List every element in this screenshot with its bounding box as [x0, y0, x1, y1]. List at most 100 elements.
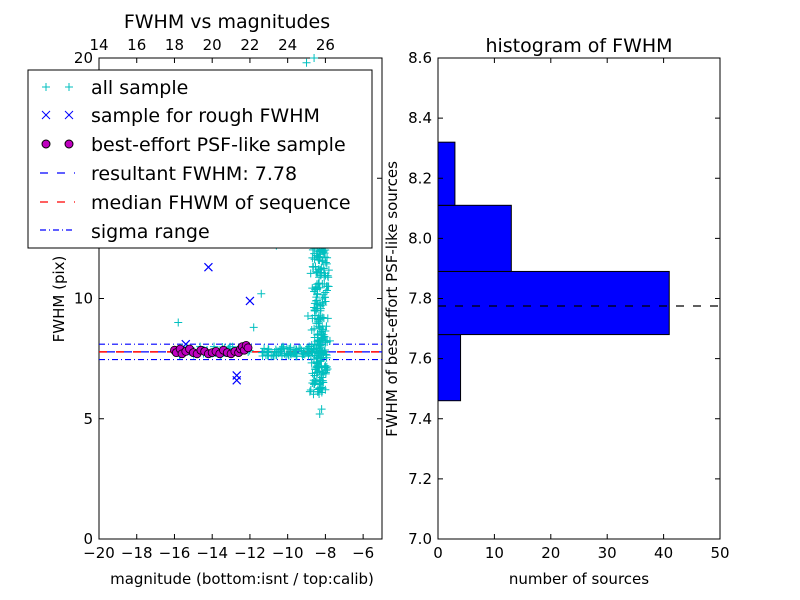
left-x-tick-label: −14 — [196, 544, 228, 562]
all-sample-point — [314, 317, 323, 326]
histogram-bar — [437, 204, 512, 272]
left-y-tick-label: 0 — [83, 530, 93, 548]
all-sample-point — [174, 318, 183, 327]
all-sample-point — [323, 337, 332, 346]
all-sample-point — [310, 249, 319, 258]
left-y-axis-label: FWHM (pix) — [50, 256, 68, 343]
histogram-bar — [437, 334, 462, 402]
right-y-tick-label: 8.0 — [408, 229, 432, 247]
right-y-tick-label: 7.0 — [408, 530, 432, 548]
all-sample-point — [320, 363, 329, 372]
all-sample-point — [272, 351, 281, 360]
all-sample-point — [322, 286, 331, 295]
all-sample-point — [324, 273, 333, 282]
all-sample-point — [260, 344, 269, 353]
all-sample-point — [276, 347, 285, 356]
right-y-tick-label: 7.4 — [408, 410, 432, 428]
all-sample-point — [306, 269, 315, 278]
all-sample-point — [306, 385, 315, 394]
left-top-tick-label: 18 — [165, 36, 184, 54]
left-x-tick-label: −6 — [352, 544, 374, 562]
legend-label-sigma: sigma range — [91, 221, 210, 243]
all-sample-point — [272, 350, 281, 359]
all-sample-point — [303, 312, 312, 321]
rough-sample-points — [181, 262, 255, 385]
right-axes-ticks: 0 10 20 30 40 50 7.0 7.2 7.4 7.6 7.8 8.0 8.2 8.4 8.6 — [408, 49, 729, 562]
all-sample-point — [319, 300, 328, 309]
left-x-axis-label: magnitude (bottom:isnt / top:calib) — [110, 570, 374, 588]
right-x-axis-label: number of sources — [509, 570, 649, 588]
legend-label-median: median FHWM of sequence — [91, 192, 351, 214]
all-sample-point — [316, 370, 325, 379]
all-sample-point — [316, 271, 325, 280]
right-x-tick-label: 30 — [598, 544, 617, 562]
all-sample-point — [316, 313, 325, 322]
all-sample-point — [314, 256, 323, 265]
best-sample-point — [243, 343, 253, 353]
all-sample-point — [312, 304, 321, 313]
left-x-tick-label: −18 — [121, 544, 153, 562]
all-sample-point — [267, 352, 276, 361]
left-y-tick-label: 20 — [74, 49, 93, 67]
legend-marker-all-sample — [42, 83, 73, 91]
left-chart-title: FWHM vs magnitudes — [124, 11, 330, 33]
all-sample-point — [308, 253, 317, 262]
left-x-tick-label: −10 — [272, 544, 304, 562]
all-sample-point — [321, 327, 330, 336]
left-top-tick-label: 24 — [278, 36, 297, 54]
histogram-bar — [437, 270, 670, 336]
legend-label-all-sample: all sample — [91, 77, 188, 99]
all-sample-point — [294, 344, 303, 353]
all-sample-point — [324, 266, 333, 275]
all-sample-point — [292, 352, 301, 361]
all-sample-point — [317, 405, 326, 414]
right-histogram-panel: 0 10 20 30 40 50 7.0 7.2 7.4 7.6 7.8 8.0 8.2 8.4 8.6 h… — [383, 35, 730, 588]
all-sample-point — [302, 343, 311, 352]
best-sample-points — [170, 340, 253, 359]
all-sample-point — [308, 262, 317, 271]
left-y-tick-label: 5 — [83, 410, 93, 428]
right-x-tick-label: 0 — [433, 544, 443, 562]
all-sample-point — [317, 263, 326, 272]
all-sample-point — [310, 303, 319, 312]
legend-label-rough-sample: sample for rough FWHM — [91, 105, 320, 127]
legend-marker-best-sample — [41, 139, 74, 149]
all-sample-point — [310, 324, 319, 333]
left-x-tick-label: −20 — [83, 544, 115, 562]
legend-box — [27, 69, 373, 249]
left-top-tick-label: 16 — [127, 36, 146, 54]
all-sample-point — [277, 351, 286, 360]
all-sample-point — [312, 280, 321, 289]
left-x-tick-label: −16 — [159, 544, 191, 562]
all-sample-point — [306, 351, 315, 360]
all-sample-point — [311, 296, 320, 305]
all-sample-point — [321, 288, 330, 297]
right-y-tick-label: 8.2 — [408, 169, 432, 187]
all-sample-point — [302, 58, 311, 67]
legend: all sample sample for rough FWHM best-ef… — [27, 69, 373, 249]
all-sample-point — [317, 362, 326, 371]
left-top-tick-label: 20 — [203, 36, 222, 54]
left-y-tick-label: 10 — [74, 290, 93, 308]
histogram-bars — [437, 141, 670, 402]
all-sample-point — [313, 329, 322, 338]
all-sample-point — [258, 348, 267, 357]
right-x-tick-label: 20 — [541, 544, 560, 562]
all-sample-point — [320, 347, 329, 356]
all-sample-point — [318, 299, 327, 308]
right-y-tick-label: 8.6 — [408, 49, 432, 67]
right-x-tick-label: 50 — [710, 544, 729, 562]
all-sample-point — [315, 383, 324, 392]
all-sample-point — [323, 253, 332, 262]
left-axes-ticks: −20−18−16−14−12−10−8−6051015201416182022… — [74, 36, 382, 562]
rough-sample-point — [245, 296, 255, 306]
right-x-tick-label: 10 — [485, 544, 504, 562]
all-sample-point — [315, 323, 324, 332]
all-sample-point — [249, 323, 258, 332]
right-x-tick-label: 40 — [654, 544, 673, 562]
histogram-bar — [437, 141, 456, 206]
rough-sample-point — [204, 262, 213, 272]
all-sample-point — [282, 344, 291, 353]
all-sample-point — [320, 333, 329, 342]
all-sample-point — [284, 350, 293, 359]
